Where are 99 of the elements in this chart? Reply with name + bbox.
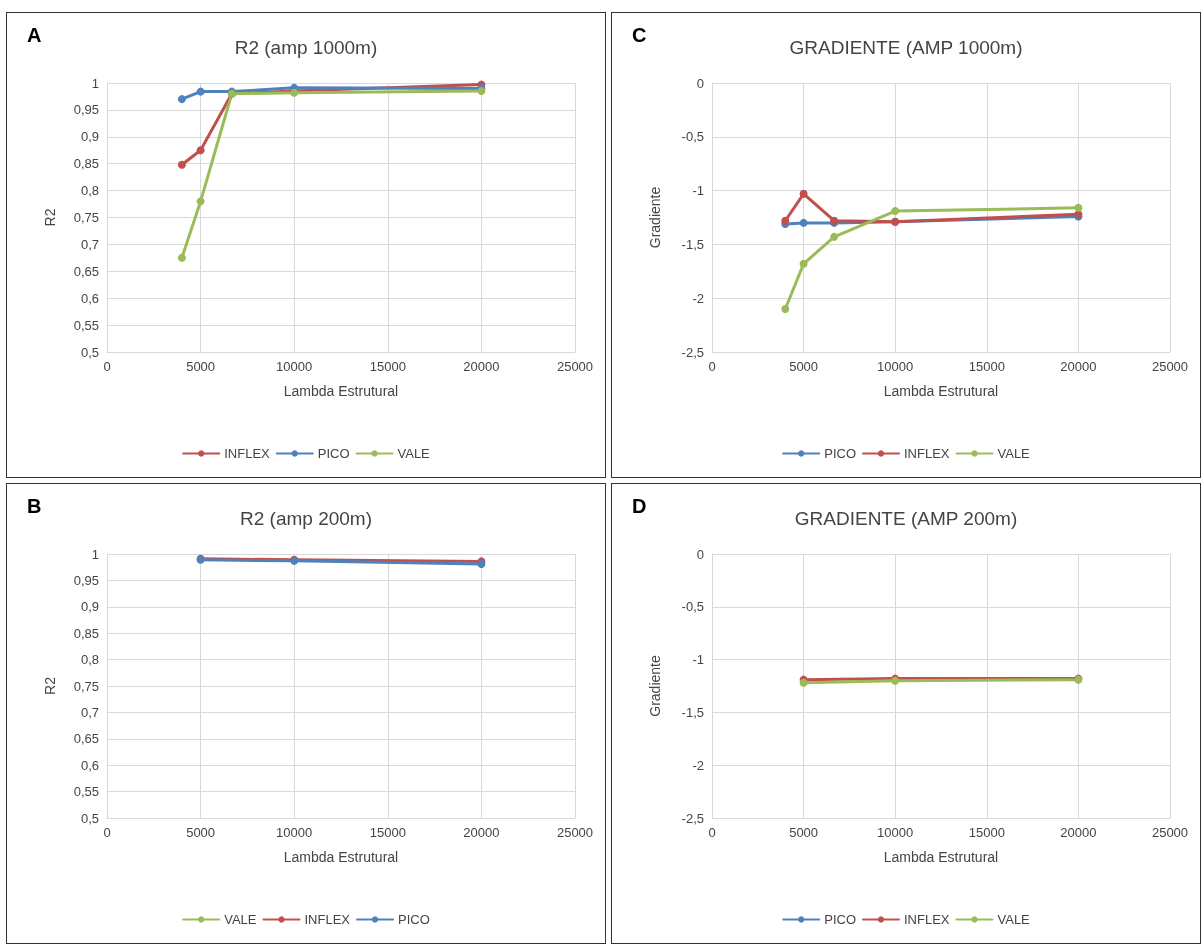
x-tick-label: 25000 <box>1151 359 1189 374</box>
x-tick-label: 0 <box>103 359 111 374</box>
x-tick-label: 25000 <box>556 825 594 840</box>
y-tick-label: 0,5 <box>80 810 99 826</box>
y-tick-label: -0,5 <box>681 129 704 145</box>
legend-label: INFLEX <box>304 912 351 927</box>
point <box>196 146 205 155</box>
x-tick-label: 5000 <box>186 359 216 374</box>
y-tick-label: 0,55 <box>73 784 99 800</box>
text: C <box>632 24 647 46</box>
y-tick-label: 0,8 <box>80 183 99 199</box>
legend-label: PICO <box>824 912 857 927</box>
x-axis-title: Lambda Estrutural <box>883 383 999 399</box>
x-tick-label: 0 <box>103 825 111 840</box>
y-tick-label: 0,9 <box>80 129 99 145</box>
x-tick-label: 25000 <box>1151 825 1189 840</box>
point <box>781 304 790 313</box>
y-tick-label: 0,65 <box>73 731 99 747</box>
legend-label: PICO <box>824 446 857 461</box>
y-tick-label: -2 <box>692 290 704 306</box>
x-tick-label: 20000 <box>463 825 500 840</box>
chart-title: GRADIENTE (AMP 1000m) <box>789 37 1023 58</box>
y-tick-label: -2,5 <box>681 344 704 360</box>
legend-label: INFLEX <box>904 446 950 461</box>
x-axis-title: Lambda Estrutural <box>283 383 399 399</box>
x-tick-label: 15000 <box>369 825 406 840</box>
point <box>196 197 205 206</box>
y-tick-label: 0 <box>696 75 704 91</box>
x-tick-label: 0 <box>708 359 716 374</box>
x-tick-label: 10000 <box>276 359 313 374</box>
x-tick-label: 20000 <box>463 359 500 374</box>
point <box>196 87 205 96</box>
y-tick-label: -1 <box>692 652 704 668</box>
y-tick-label: 0,7 <box>80 236 99 252</box>
text: B <box>27 495 42 517</box>
x-tick-label: 10000 <box>877 825 914 840</box>
y-tick-label: 0 <box>696 546 704 562</box>
x-tick-label: 10000 <box>276 825 313 840</box>
legend-label: INFLEX <box>224 446 271 461</box>
y-tick-label: 0,65 <box>73 263 99 279</box>
y-axis-title: Gradiente <box>647 186 663 249</box>
text: A <box>27 24 42 46</box>
x-tick-label: 25000 <box>556 359 594 374</box>
y-tick-label: 0,6 <box>80 290 99 306</box>
y-tick-label: 0,7 <box>80 704 99 720</box>
legend-label: VALE <box>397 446 431 461</box>
legend-label: PICO <box>317 446 350 461</box>
y-axis-title: Gradiente <box>647 655 663 717</box>
x-tick-label: 20000 <box>1060 825 1097 840</box>
x-tick-label: 5000 <box>186 825 216 840</box>
x-tick-label: 15000 <box>369 359 406 374</box>
y-tick-label: 0,85 <box>73 625 99 641</box>
y-tick-label: 0,75 <box>73 678 99 694</box>
chart-title: R2 (amp 200m) <box>240 508 372 529</box>
y-tick-label: -1,5 <box>681 704 704 720</box>
y-tick-label: 0,55 <box>73 317 99 333</box>
text: D <box>632 495 647 517</box>
x-tick-label: 15000 <box>968 359 1005 374</box>
y-tick-label: 0,8 <box>80 652 99 668</box>
x-tick-label: 5000 <box>789 825 819 840</box>
x-tick-label: 0 <box>708 825 716 840</box>
y-tick-label: 0,95 <box>73 102 99 118</box>
y-tick-label: -1 <box>692 183 704 199</box>
y-tick-label: -2 <box>692 757 704 773</box>
y-tick-label: 0,75 <box>73 210 99 225</box>
y-tick-label: 1 <box>91 546 99 562</box>
y-tick-label: 0,95 <box>73 572 99 588</box>
y-tick-label: 0,6 <box>80 757 99 773</box>
legend-label: VALE <box>224 912 257 927</box>
y-tick-label: -2,5 <box>681 810 704 826</box>
x-axis-title: Lambda Estrutural <box>883 849 999 865</box>
y-axis-title: R2 <box>42 208 58 227</box>
y-tick-label: -0,5 <box>681 599 704 615</box>
point <box>799 189 808 198</box>
point <box>799 259 808 268</box>
y-tick-label: 1 <box>91 75 99 91</box>
legend-label: INFLEX <box>904 912 950 927</box>
legend-label: VALE <box>997 446 1031 461</box>
x-tick-label: 10000 <box>877 359 914 374</box>
y-tick-label: 0,5 <box>80 344 99 360</box>
legend-label: PICO <box>398 912 430 927</box>
point <box>177 253 186 262</box>
point <box>1074 203 1083 212</box>
y-tick-label: 0,85 <box>73 156 99 172</box>
legend-label: VALE <box>997 912 1031 927</box>
chart-title: GRADIENTE (AMP 200m) <box>794 508 1018 529</box>
y-tick-label: 0,9 <box>80 599 99 615</box>
x-tick-label: 20000 <box>1060 359 1097 374</box>
x-axis-title: Lambda Estrutural <box>283 849 399 865</box>
x-tick-label: 15000 <box>968 825 1005 840</box>
x-tick-label: 5000 <box>789 359 819 374</box>
y-tick-label: -1,5 <box>681 236 704 252</box>
point <box>177 95 186 104</box>
point <box>830 232 839 241</box>
point <box>891 207 900 216</box>
chart-title: R2 (amp 1000m) <box>234 37 378 58</box>
y-axis-title: R2 <box>42 676 58 695</box>
point <box>177 160 186 169</box>
point <box>799 218 808 227</box>
